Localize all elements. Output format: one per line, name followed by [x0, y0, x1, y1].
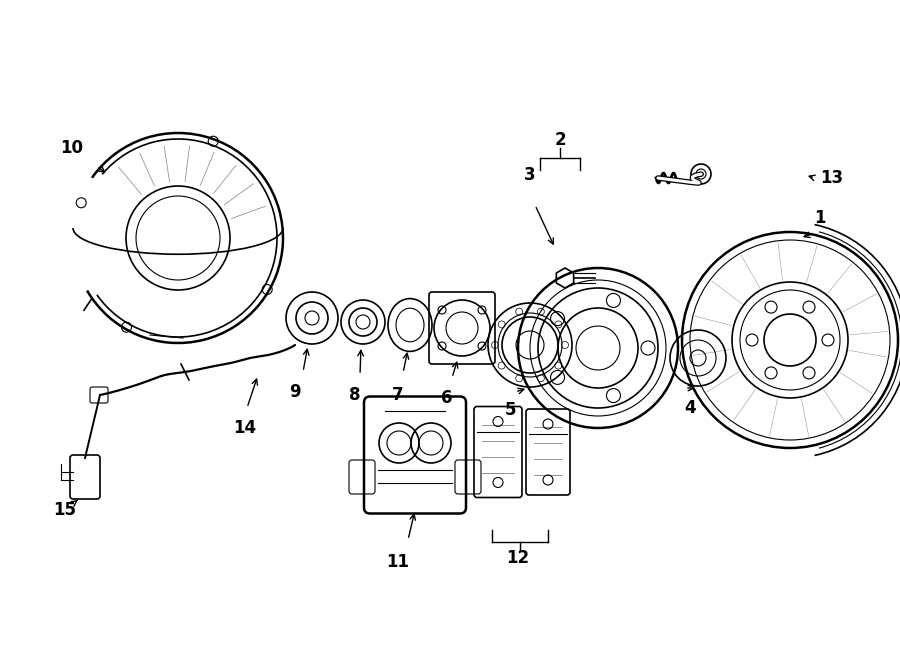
Text: 7: 7 — [392, 386, 404, 404]
Text: 15: 15 — [53, 501, 76, 519]
Text: 12: 12 — [507, 549, 529, 567]
Text: 13: 13 — [820, 169, 843, 187]
Text: 5: 5 — [504, 401, 516, 419]
Text: 14: 14 — [233, 419, 256, 437]
Text: 6: 6 — [441, 389, 453, 407]
Text: 8: 8 — [349, 386, 361, 404]
Text: 9: 9 — [289, 383, 301, 401]
Text: 10: 10 — [60, 139, 84, 157]
Text: 1: 1 — [814, 209, 826, 227]
Text: 11: 11 — [386, 553, 410, 571]
Text: 2: 2 — [554, 131, 566, 149]
Text: 4: 4 — [684, 399, 696, 417]
Text: 3: 3 — [524, 166, 536, 184]
